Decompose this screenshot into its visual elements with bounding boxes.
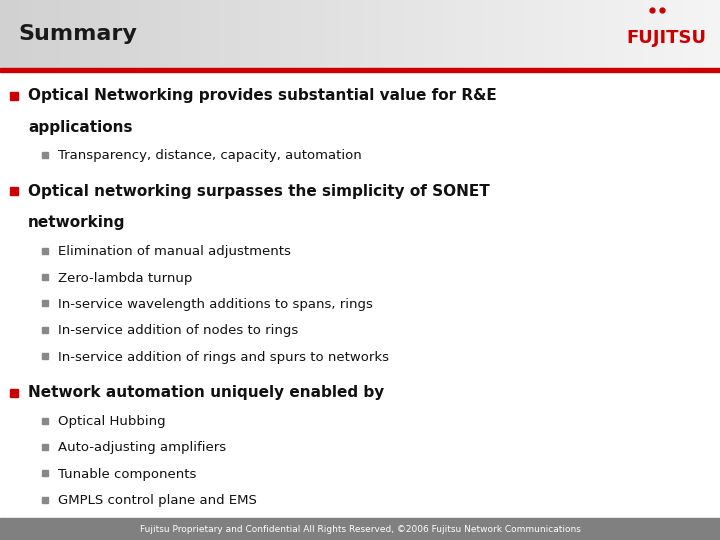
Text: In-service addition of rings and spurs to networks: In-service addition of rings and spurs t… (58, 351, 389, 364)
Text: Network automation uniquely enabled by: Network automation uniquely enabled by (28, 385, 384, 400)
Bar (42, 417, 48, 423)
Text: Tunable components: Tunable components (58, 468, 197, 481)
Text: Optical networking surpasses the simplicity of SONET: Optical networking surpasses the simplic… (28, 184, 490, 199)
Text: FUJITSU: FUJITSU (626, 29, 706, 47)
Bar (0, 68, 720, 72)
Bar (42, 248, 48, 254)
Text: In-service wavelength additions to spans, rings: In-service wavelength additions to spans… (58, 298, 373, 311)
Bar (42, 470, 48, 476)
Bar (10, 92, 18, 100)
Bar (0, 72, 720, 518)
Bar (10, 187, 18, 195)
Bar (0, 518, 720, 540)
Text: Zero-lambda turnup: Zero-lambda turnup (58, 272, 192, 285)
Text: Fujitsu Proprietary and Confidential All Rights Reserved, ©2006 Fujitsu Network : Fujitsu Proprietary and Confidential All… (140, 524, 580, 534)
Bar (42, 274, 48, 280)
Bar (42, 353, 48, 359)
Text: Optical Hubbing: Optical Hubbing (58, 415, 166, 428)
Text: Summary: Summary (18, 24, 137, 44)
Text: Elimination of manual adjustments: Elimination of manual adjustments (58, 245, 291, 258)
Text: In-service addition of nodes to rings: In-service addition of nodes to rings (58, 325, 298, 338)
Text: GMPLS control plane and EMS: GMPLS control plane and EMS (58, 494, 257, 507)
Text: Transparency, distance, capacity, automation: Transparency, distance, capacity, automa… (58, 150, 361, 163)
Text: networking: networking (28, 215, 125, 230)
Bar (42, 327, 48, 333)
Bar (42, 300, 48, 306)
Text: Optical Networking provides substantial value for R&E: Optical Networking provides substantial … (28, 88, 497, 103)
Text: Auto-adjusting amplifiers: Auto-adjusting amplifiers (58, 442, 226, 455)
Bar (42, 497, 48, 503)
Bar (42, 152, 48, 158)
Text: applications: applications (28, 119, 132, 134)
Bar (10, 389, 18, 397)
Bar (42, 444, 48, 450)
